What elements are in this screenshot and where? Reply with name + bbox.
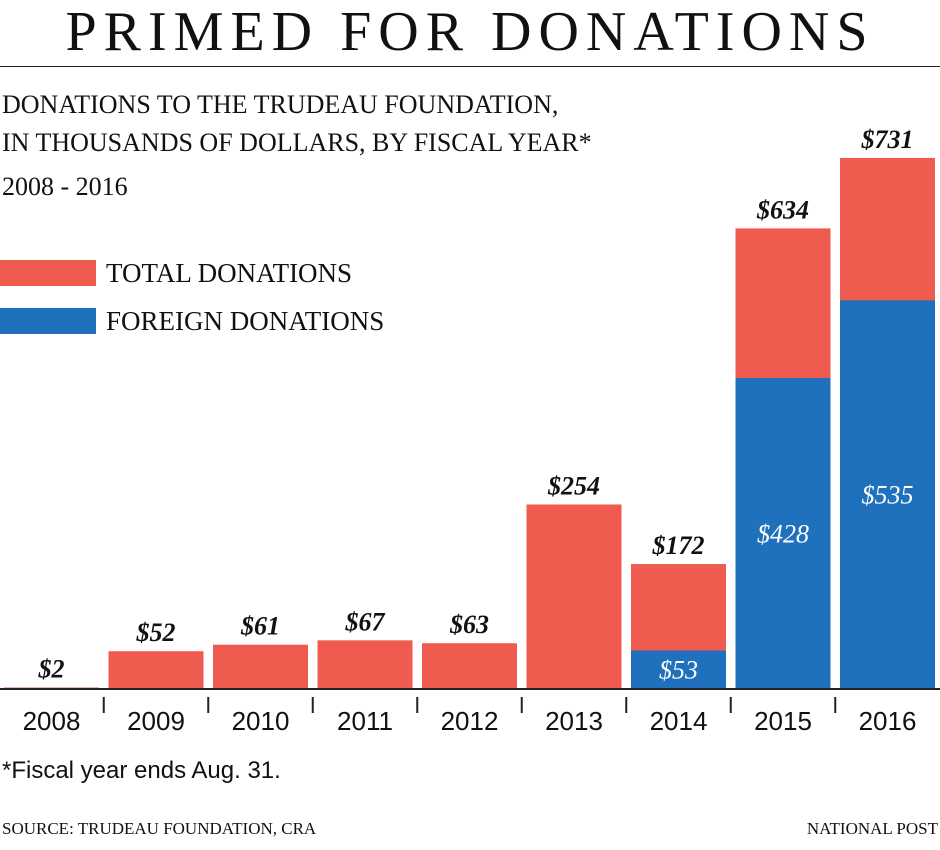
foreign-bar-2016 (840, 300, 935, 689)
fiscal-year-note: *Fiscal year ends Aug. 31. (2, 757, 281, 784)
x-tick-label-2013: 2013 (545, 706, 603, 736)
x-tick-label-2015: 2015 (754, 706, 812, 736)
foreign-bar-2015 (735, 378, 831, 689)
headline-rule (0, 66, 940, 67)
x-tick-label-2016: 2016 (859, 706, 917, 736)
x-tick-label-2014: 2014 (650, 706, 708, 736)
foreign-value-label-2016: $535 (862, 481, 914, 510)
total-value-label-2008: $2 (38, 655, 65, 684)
foreign-bar-2014 (631, 650, 726, 689)
foreign-value-label-2015: $428 (757, 520, 809, 549)
source-credit: SOURCE: TRUDEAU FOUNDATION, CRA (2, 819, 317, 838)
x-tick-label-2009: 2009 (127, 706, 185, 736)
legend-swatch-total (0, 260, 96, 286)
total-bar-2011 (317, 640, 413, 689)
total-value-label-2013: $254 (547, 471, 600, 500)
total-bar-2010 (213, 644, 308, 689)
legend-label-total: TOTAL DONATIONS (106, 258, 353, 288)
total-value-label-2009: $52 (136, 618, 176, 647)
total-bar-2013 (526, 504, 622, 689)
total-value-label-2011: $67 (345, 607, 386, 636)
chart-subtitle-line-1: DONATIONS TO THE TRUDEAU FOUNDATION, (2, 90, 559, 119)
total-bar-2009 (108, 651, 204, 689)
foreign-value-label-2014: $53 (659, 656, 698, 685)
total-value-label-2010: $61 (240, 612, 280, 641)
chart-subtitle-line-3: 2008 - 2016 (2, 172, 128, 201)
publisher-credit: NATIONAL POST (806, 819, 938, 838)
x-tick-label-2008: 2008 (23, 706, 81, 736)
total-value-label-2015: $634 (756, 195, 809, 224)
total-value-label-2016: $731 (861, 125, 914, 154)
total-value-label-2014: $172 (652, 531, 705, 560)
x-tick-label-2011: 2011 (337, 706, 393, 736)
x-tick-label-2012: 2012 (441, 706, 499, 736)
bar-chart: $2 2008 $52 2009 $61 2010 $67 2011 $63 2012 $254 20… (0, 125, 940, 736)
legend-swatch-foreign (0, 308, 96, 334)
total-bar-2012 (422, 643, 517, 689)
chart-headline: PRIMED FOR DONATIONS (65, 1, 875, 63)
chart-subtitle-line-2: IN THOUSANDS OF DOLLARS, BY FISCAL YEAR* (2, 128, 592, 157)
legend-label-foreign: FOREIGN DONATIONS (106, 306, 385, 336)
x-tick-label-2010: 2010 (232, 706, 290, 736)
total-value-label-2012: $63 (449, 610, 489, 639)
